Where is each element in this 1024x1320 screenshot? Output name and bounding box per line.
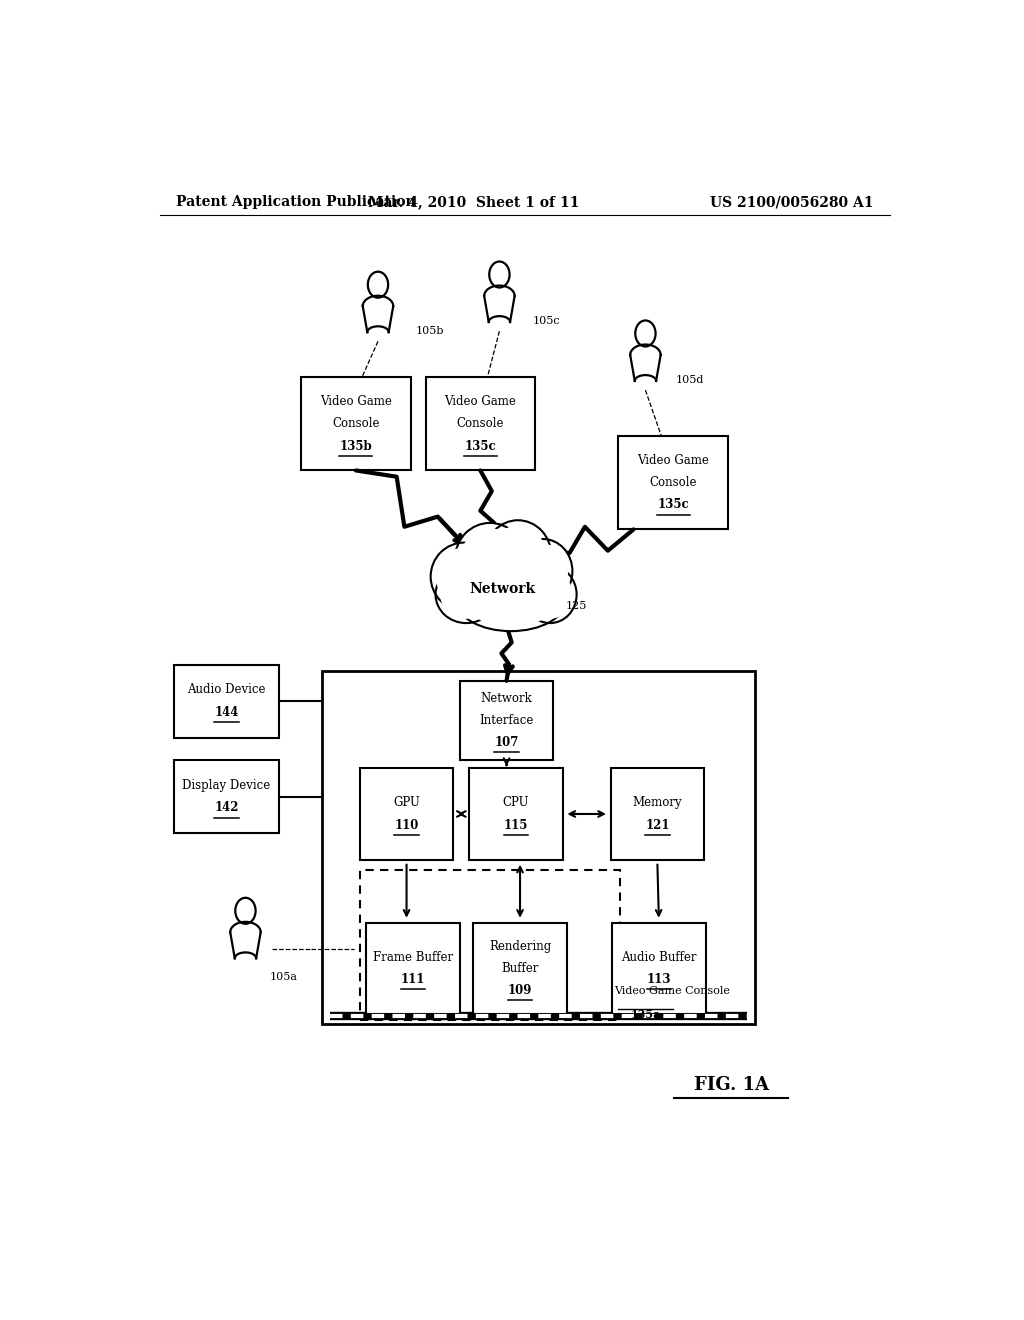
Text: Audio Device: Audio Device xyxy=(187,684,265,697)
FancyBboxPatch shape xyxy=(469,768,563,859)
Text: Audio Buffer: Audio Buffer xyxy=(622,950,696,964)
Text: Console: Console xyxy=(649,477,697,490)
FancyBboxPatch shape xyxy=(460,681,553,760)
FancyBboxPatch shape xyxy=(473,923,567,1014)
Text: 135b: 135b xyxy=(339,440,372,453)
FancyBboxPatch shape xyxy=(323,671,755,1024)
Ellipse shape xyxy=(484,520,552,591)
Text: 135a: 135a xyxy=(630,1008,660,1020)
Ellipse shape xyxy=(455,523,525,594)
Text: Video Game: Video Game xyxy=(637,454,710,467)
Ellipse shape xyxy=(457,570,565,631)
FancyBboxPatch shape xyxy=(610,768,705,859)
Text: 109: 109 xyxy=(508,985,532,998)
Text: 107: 107 xyxy=(495,737,519,750)
Text: Interface: Interface xyxy=(479,714,534,727)
Text: Console: Console xyxy=(332,417,380,430)
Text: GPU: GPU xyxy=(393,796,420,809)
Ellipse shape xyxy=(461,528,520,589)
Ellipse shape xyxy=(527,570,572,619)
FancyBboxPatch shape xyxy=(301,378,411,470)
Text: 121: 121 xyxy=(645,818,670,832)
Text: 110: 110 xyxy=(394,818,419,832)
Text: 111: 111 xyxy=(400,973,425,986)
Ellipse shape xyxy=(489,525,547,586)
FancyBboxPatch shape xyxy=(359,870,620,1020)
Ellipse shape xyxy=(431,543,498,611)
Ellipse shape xyxy=(435,548,493,606)
Text: 125: 125 xyxy=(566,601,588,611)
Text: Mar. 4, 2010  Sheet 1 of 11: Mar. 4, 2010 Sheet 1 of 11 xyxy=(368,195,579,209)
FancyBboxPatch shape xyxy=(174,760,279,833)
Text: 135c: 135c xyxy=(657,499,689,511)
Ellipse shape xyxy=(440,570,493,619)
Text: Memory: Memory xyxy=(633,796,682,809)
Text: 115: 115 xyxy=(504,818,528,832)
FancyBboxPatch shape xyxy=(367,923,460,1014)
Text: Network: Network xyxy=(480,692,532,705)
Text: FIG. 1A: FIG. 1A xyxy=(693,1076,769,1094)
Text: CPU: CPU xyxy=(503,796,529,809)
Text: Rendering: Rendering xyxy=(488,940,551,953)
Text: Buffer: Buffer xyxy=(502,962,539,975)
Text: 135c: 135c xyxy=(465,440,497,453)
FancyBboxPatch shape xyxy=(359,768,454,859)
Text: 144: 144 xyxy=(214,706,239,719)
Text: 105c: 105c xyxy=(532,315,560,326)
Ellipse shape xyxy=(435,566,497,623)
FancyBboxPatch shape xyxy=(618,436,728,529)
FancyBboxPatch shape xyxy=(174,664,279,738)
Text: Video Game Console: Video Game Console xyxy=(613,986,729,995)
Ellipse shape xyxy=(518,544,568,598)
Text: Video Game: Video Game xyxy=(319,395,392,408)
Text: 113: 113 xyxy=(647,973,671,986)
FancyBboxPatch shape xyxy=(426,378,536,470)
Text: Display Device: Display Device xyxy=(182,779,270,792)
Text: Patent Application Publication: Patent Application Publication xyxy=(176,195,416,209)
Text: Video Game: Video Game xyxy=(444,395,516,408)
FancyBboxPatch shape xyxy=(612,923,706,1014)
Ellipse shape xyxy=(465,576,557,627)
Ellipse shape xyxy=(523,566,577,623)
Text: 105a: 105a xyxy=(269,972,297,982)
Text: 105b: 105b xyxy=(416,326,443,337)
Text: 105d: 105d xyxy=(676,375,703,385)
Text: Console: Console xyxy=(457,417,504,430)
Ellipse shape xyxy=(514,539,572,603)
Text: Frame Buffer: Frame Buffer xyxy=(373,950,453,964)
Text: US 2100/0056280 A1: US 2100/0056280 A1 xyxy=(711,195,873,209)
Text: Network: Network xyxy=(470,582,536,597)
Text: 142: 142 xyxy=(214,801,239,814)
